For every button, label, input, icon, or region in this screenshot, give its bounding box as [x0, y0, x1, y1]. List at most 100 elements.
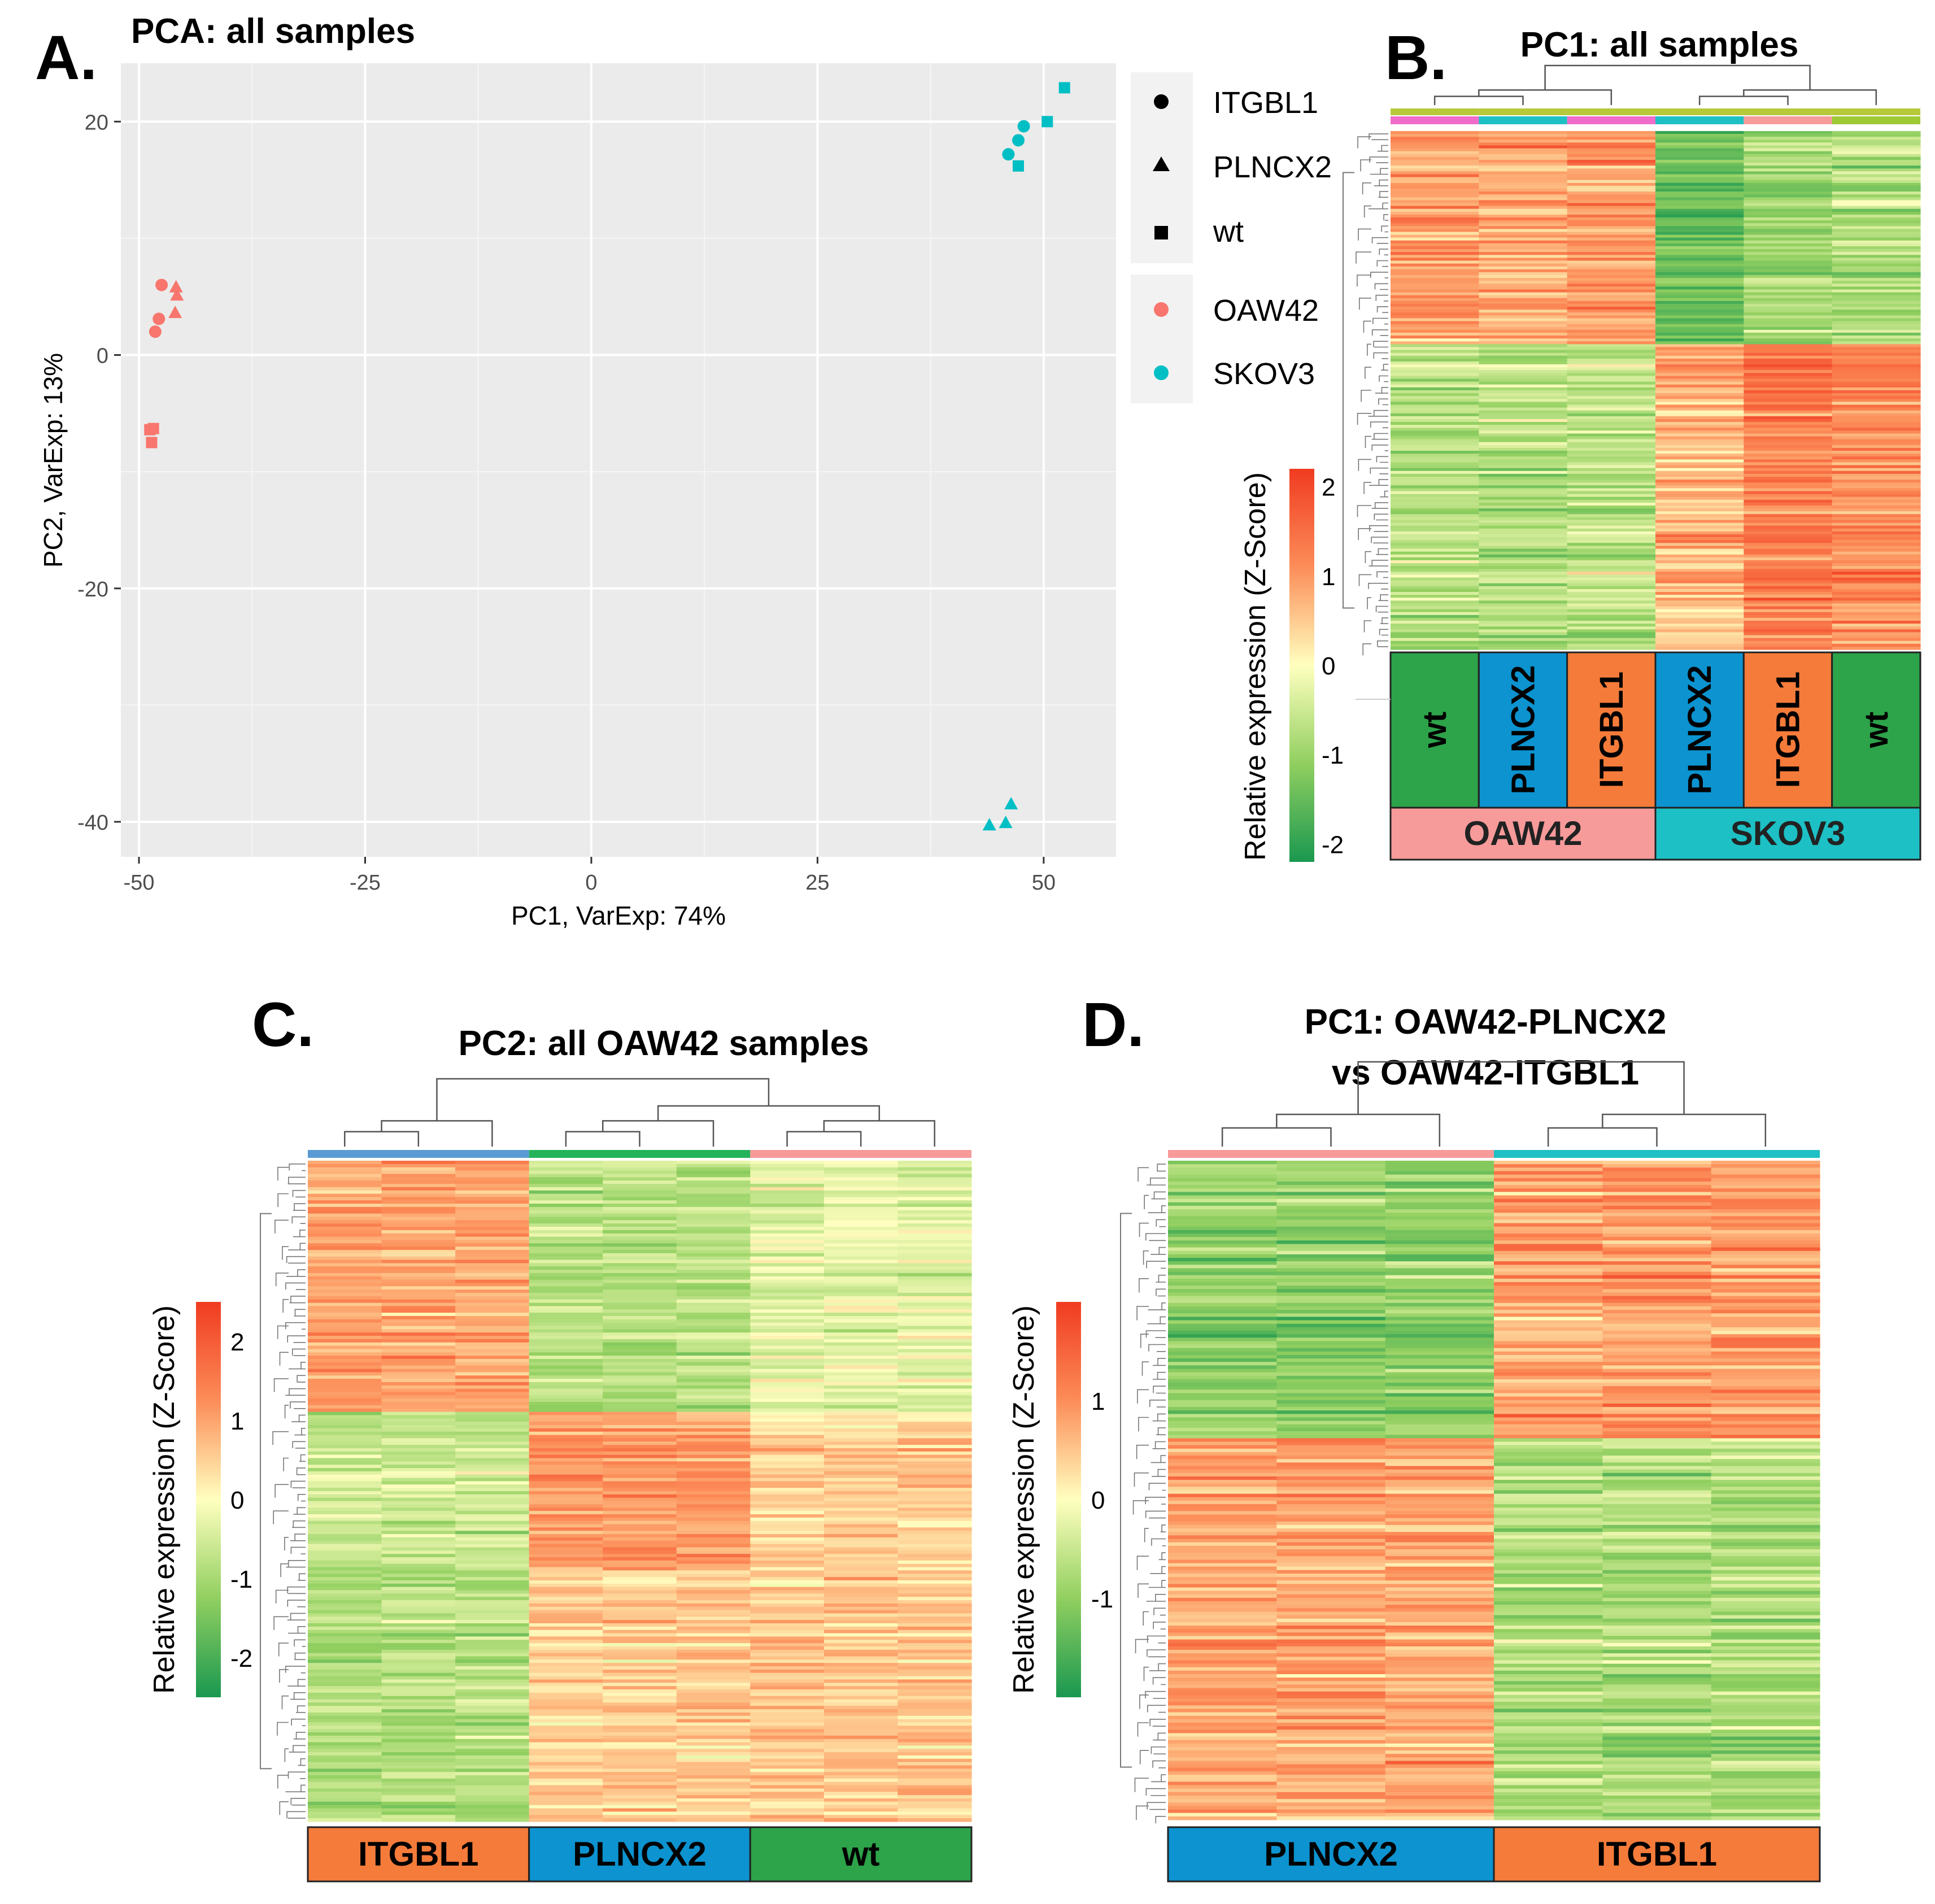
heatmap-cell — [897, 1491, 972, 1495]
heatmap-cell — [897, 1550, 972, 1554]
heatmap-cell — [676, 1636, 751, 1640]
heatmap-cell — [1385, 1733, 1494, 1737]
heatmap-cell — [381, 1726, 456, 1729]
heatmap-cell — [1711, 1438, 1820, 1443]
heatmap-cell — [1494, 1802, 1603, 1807]
heatmap-cell — [1494, 1213, 1603, 1217]
heatmap-cell — [381, 1494, 456, 1498]
heatmap-cell — [455, 1656, 530, 1660]
heatmap-cell — [1385, 1337, 1494, 1341]
heatmap-cell — [1744, 428, 1833, 431]
heatmap-cell — [1494, 1424, 1603, 1428]
heatmap-cell — [603, 1223, 677, 1227]
heatmap-cell — [1168, 1511, 1277, 1515]
heatmap-cell — [1385, 1317, 1494, 1321]
heatmap-cell — [750, 1438, 825, 1442]
heatmap-cell — [1276, 1348, 1386, 1352]
heatmap-cell — [1744, 531, 1833, 535]
heatmap-cell — [1602, 1809, 1712, 1814]
heatmap-cell — [603, 1454, 677, 1459]
heatmap-cell — [676, 1570, 751, 1574]
heatmap-cell — [750, 1613, 825, 1617]
heatmap-cell — [676, 1563, 751, 1568]
colorbar-tick-label: 0 — [1091, 1487, 1105, 1514]
heatmap-cell — [1494, 1584, 1603, 1588]
heatmap-cell — [1168, 1788, 1277, 1793]
heatmap-cell — [1832, 560, 1921, 564]
heatmap-cell — [381, 1679, 456, 1683]
heatmap-cell — [1655, 430, 1744, 434]
heatmap-cell — [823, 1299, 899, 1304]
heatmap-d-row-dendrogram — [1120, 1164, 1166, 1824]
heatmap-cell — [1385, 1213, 1494, 1217]
heatmap-cell — [1494, 1597, 1603, 1602]
heatmap-cell — [1276, 1740, 1386, 1744]
heatmap-cell — [308, 1550, 382, 1554]
heatmap-cell — [1494, 1754, 1603, 1758]
heatmap-cell — [1744, 433, 1833, 437]
heatmap-cell — [1711, 1712, 1820, 1716]
heatmap-cell — [1711, 1487, 1820, 1491]
heatmap-cell — [1655, 454, 1744, 457]
heatmap-cell — [1385, 1709, 1494, 1713]
heatmap-cell — [750, 1428, 825, 1432]
heatmap-cell — [1655, 445, 1744, 448]
heatmap-cell — [529, 1240, 603, 1244]
heatmap-cell — [750, 1659, 825, 1663]
heatmap-cell — [1567, 517, 1656, 521]
heatmap-cell — [1479, 336, 1568, 339]
heatmap-cell — [1567, 598, 1656, 601]
heatmap-cell — [1832, 422, 1921, 425]
heatmap-cell — [1832, 336, 1921, 339]
heatmap-cell — [897, 1808, 972, 1812]
heatmap-cell — [1479, 364, 1568, 368]
heatmap-cell — [823, 1696, 899, 1700]
heatmap-cell — [750, 1554, 825, 1558]
heatmap-cell — [1479, 624, 1568, 627]
heatmap-cell — [1602, 1459, 1712, 1463]
heatmap-cell — [823, 1610, 899, 1614]
heatmap-cell — [1655, 350, 1744, 354]
heatmap-cell — [1832, 615, 1921, 618]
heatmap-b-cells — [1391, 131, 1921, 650]
heatmap-cell — [1276, 1320, 1386, 1324]
heatmap-cell — [1832, 234, 1921, 238]
heatmap-cell — [1391, 266, 1479, 270]
heatmap-cell — [1168, 1650, 1277, 1654]
heatmap-cell — [1479, 384, 1568, 388]
heatmap-cell — [897, 1507, 972, 1511]
heatmap-cell — [1276, 1223, 1386, 1227]
heatmap-cell — [1744, 249, 1833, 252]
heatmap-cell — [455, 1577, 530, 1581]
heatmap-cell — [750, 1656, 825, 1660]
heatmap-cell — [897, 1488, 972, 1492]
heatmap-cell — [750, 1385, 825, 1389]
heatmap-cell — [1385, 1556, 1494, 1560]
heatmap-cell — [1168, 1636, 1277, 1640]
pca-ytick-label: 20 — [85, 111, 108, 134]
heatmap-cell — [529, 1356, 603, 1360]
heatmap-cell — [455, 1590, 530, 1594]
heatmap-cell — [1832, 396, 1921, 399]
heatmap-cell — [1494, 1330, 1603, 1335]
heatmap-cell — [1168, 1216, 1277, 1221]
heatmap-cell — [381, 1428, 456, 1432]
heatmap-cell — [897, 1372, 972, 1376]
heatmap-cell — [1711, 1542, 1820, 1546]
heatmap-cell — [1494, 1639, 1603, 1644]
heatmap-cell — [1168, 1754, 1277, 1758]
heatmap-cell — [1832, 243, 1921, 247]
heatmap-cell — [676, 1527, 751, 1531]
heatmap-cell — [1494, 1164, 1603, 1168]
heatmap-cell — [308, 1715, 382, 1720]
heatmap-cell — [750, 1732, 825, 1736]
heatmap-cell — [823, 1161, 899, 1165]
heatmap-cell — [750, 1752, 825, 1756]
heatmap-cell — [1744, 600, 1833, 604]
heatmap-cell — [1602, 1230, 1712, 1234]
heatmap-cell — [1391, 229, 1479, 233]
heatmap-cell — [1391, 177, 1479, 181]
heatmap-cell — [455, 1230, 530, 1234]
heatmap-cell — [1655, 206, 1744, 210]
heatmap-cell — [750, 1379, 825, 1383]
